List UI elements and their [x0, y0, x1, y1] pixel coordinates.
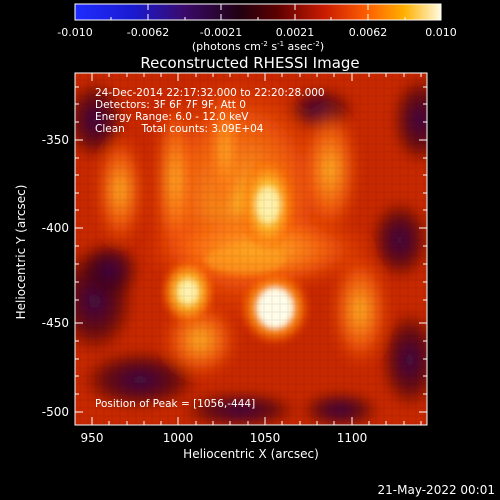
y-tick-label: -400 — [42, 221, 69, 235]
colorbar-tick-label: -0.010 — [57, 26, 92, 39]
x-axis-label: Heliocentric X (arcsec) — [183, 447, 319, 461]
y-axis-ticks — [75, 86, 427, 413]
colorbar-tick-label: 0.0062 — [349, 26, 388, 39]
info-block: 24-Dec-2014 22:17:32.000 to 22:20:28.000… — [95, 87, 325, 135]
x-tick-label: 1100 — [337, 431, 368, 445]
x-tick-label: 1000 — [163, 431, 194, 445]
colorbar-tick-label: -0.0021 — [200, 26, 242, 39]
peak-position: Position of Peak = [1056,-444] — [95, 398, 255, 410]
x-axis-ticks — [91, 73, 422, 425]
colorbar-units: (photons cm-2 s-1 asec-2) — [192, 40, 324, 53]
info-energy-range: Energy Range: 6.0 - 12.0 keV — [95, 111, 249, 123]
colorbar-tick-label: 0.010 — [425, 26, 457, 39]
info-clean-counts: Clean Total counts: 3.09E+04 — [95, 123, 264, 135]
x-tick-label: 950 — [81, 431, 104, 445]
x-tick-label: 1050 — [250, 431, 281, 445]
colorbar-gradient — [75, 4, 441, 20]
y-tick-label: -350 — [42, 133, 69, 147]
plot-title: Reconstructed RHESSI Image — [140, 54, 359, 72]
plot-frame — [74, 72, 428, 426]
y-tick-label: -500 — [42, 405, 69, 419]
info-time-range: 24-Dec-2014 22:17:32.000 to 22:20:28.000 — [95, 87, 325, 99]
colorbar-tick-label: -0.0062 — [127, 26, 169, 39]
colorbar: -0.010 -0.0062 -0.0021 0.0021 0.0062 0.0… — [57, 3, 457, 53]
y-tick-label: -450 — [42, 316, 69, 330]
y-axis-label: Heliocentric Y (arcsec) — [14, 185, 28, 320]
rhessi-image — [75, 73, 427, 425]
footer-date: 21-May-2022 00:01 — [378, 483, 495, 497]
colorbar-tick-label: 0.0021 — [276, 26, 315, 39]
info-detectors: Detectors: 3F 6F 7F 9F, Att 0 — [95, 99, 246, 111]
